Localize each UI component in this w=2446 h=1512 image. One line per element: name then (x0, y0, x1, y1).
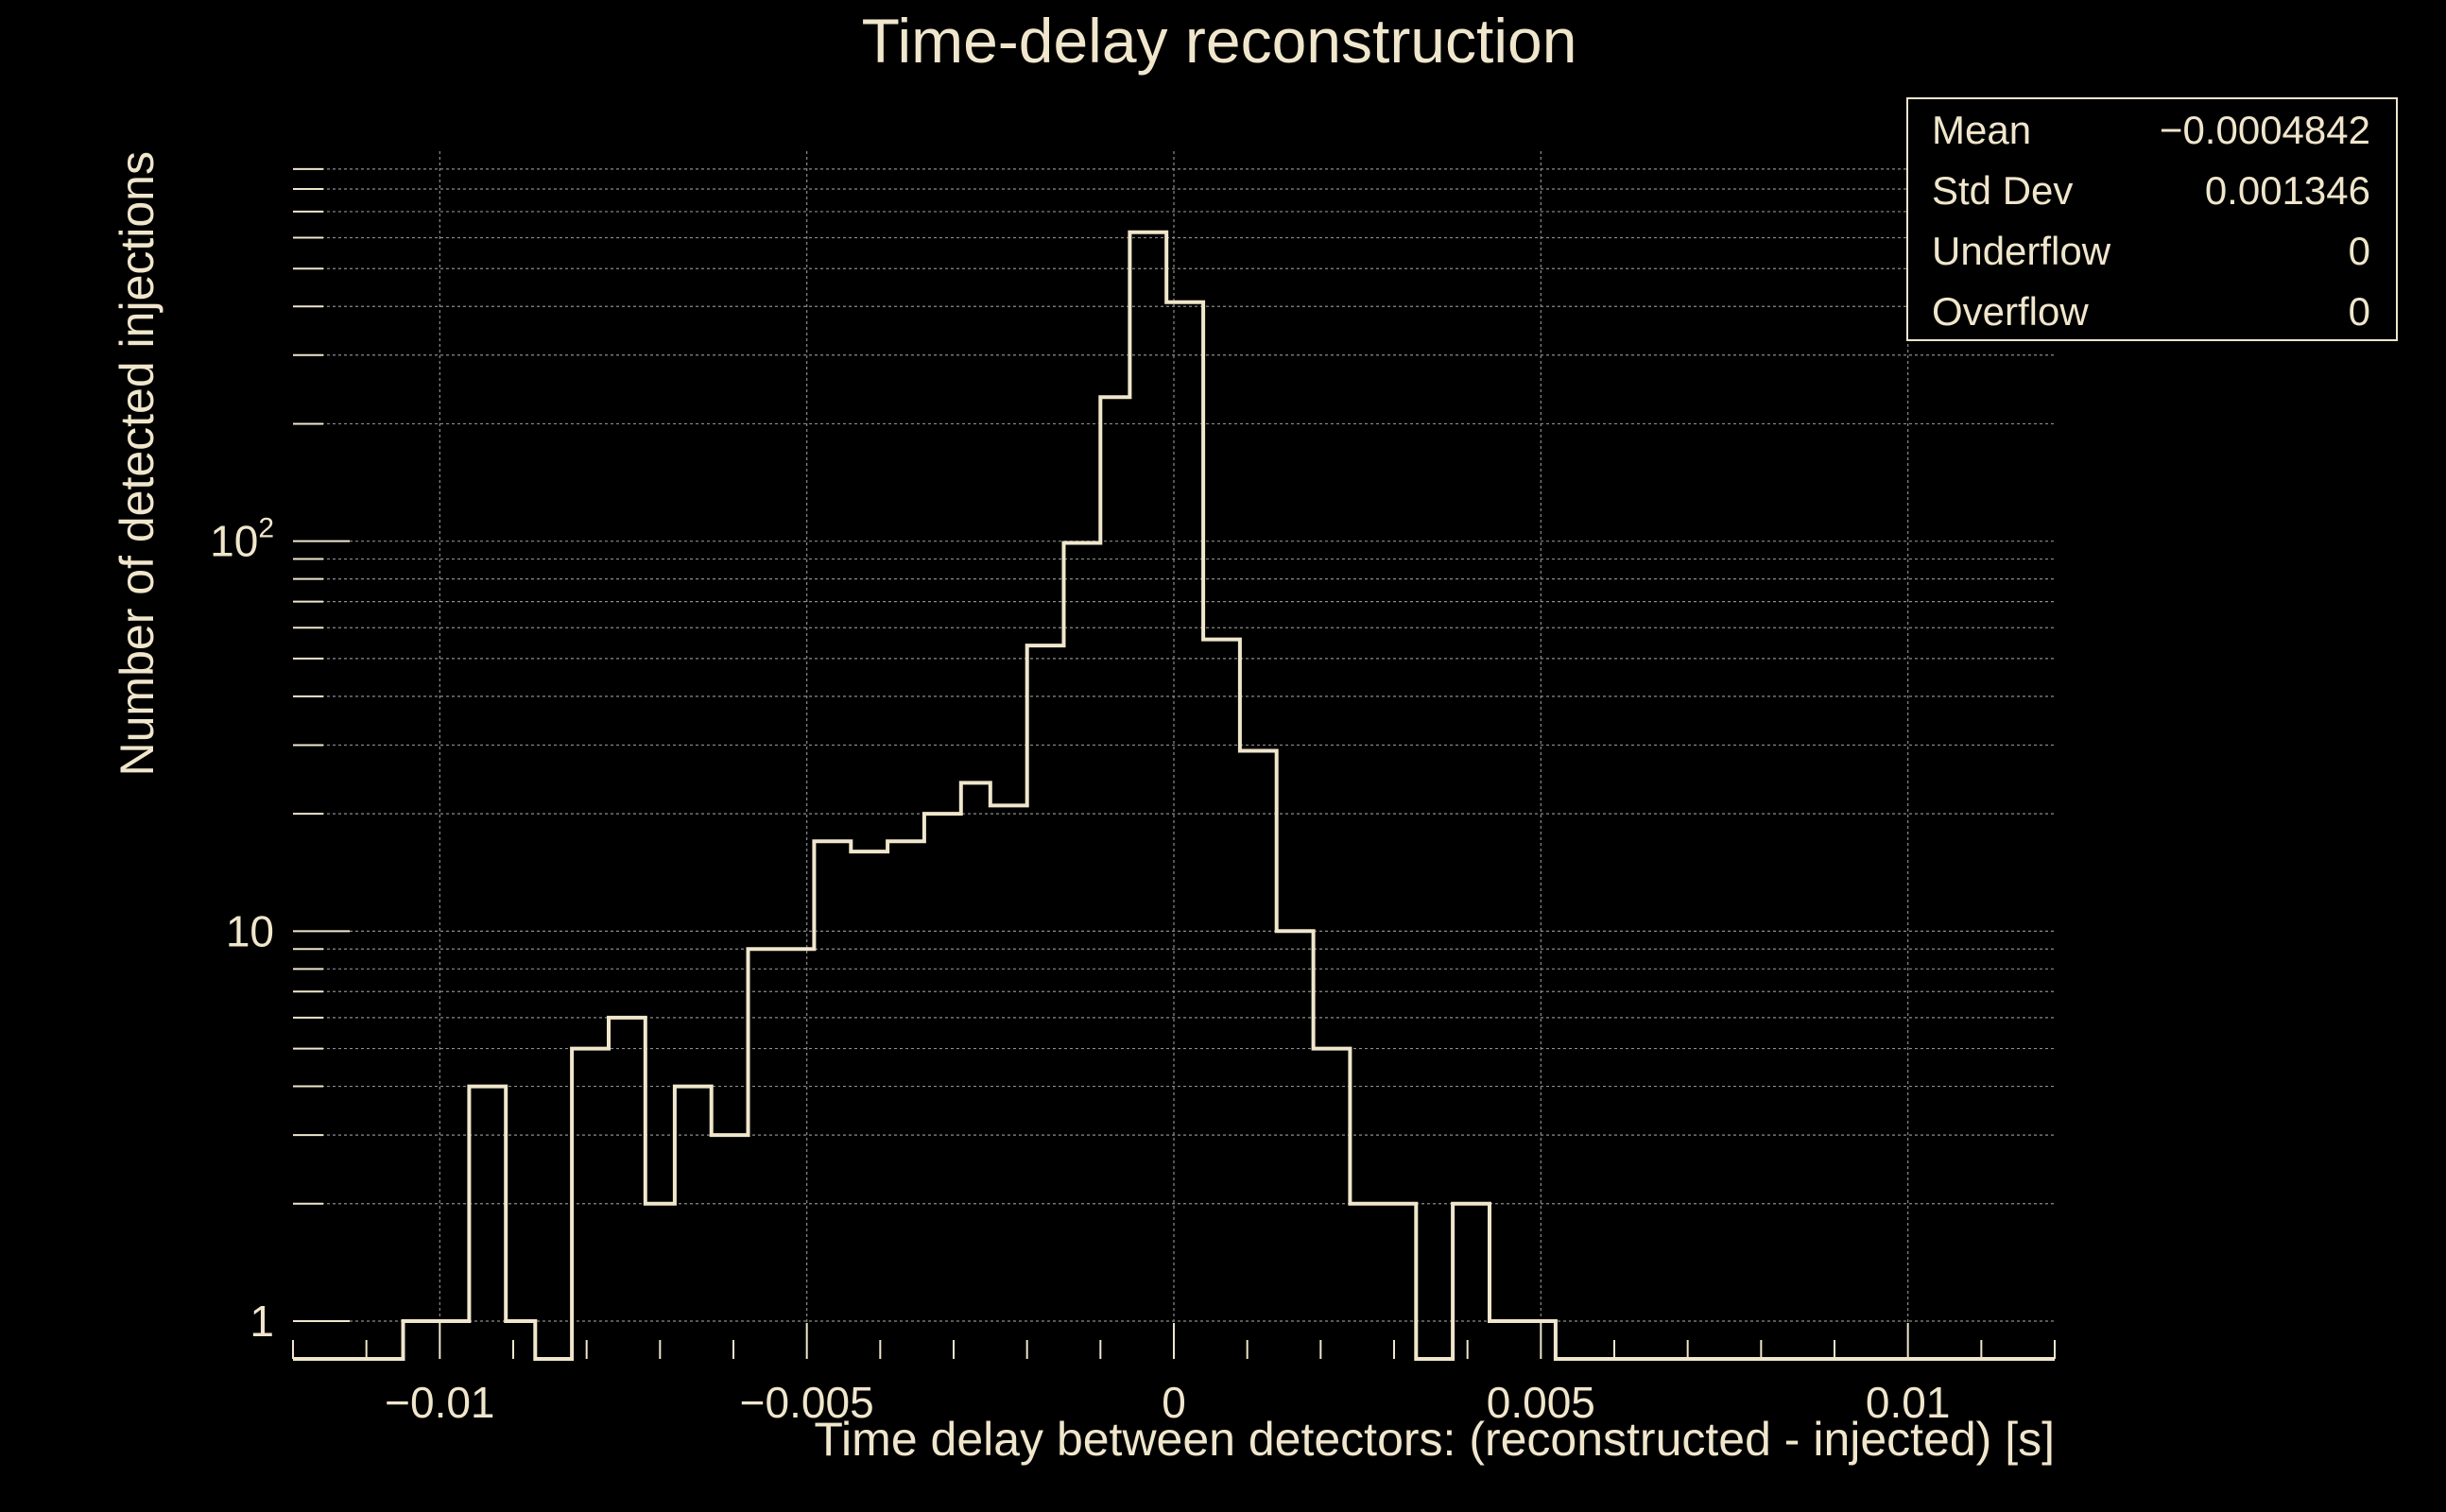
y-tick-label: 1 (250, 1297, 274, 1346)
y-tick-label: 102 (210, 513, 274, 566)
stats-label: Underflow (1932, 229, 2111, 273)
histogram-outline (293, 230, 2055, 1361)
x-tick-label: 0.01 (1866, 1378, 1951, 1427)
axis-ticks (292, 167, 2056, 1359)
stats-label: Std Dev (1932, 168, 2073, 213)
x-tick-label: 0 (1162, 1378, 1186, 1427)
stats-value: 0 (2349, 229, 2370, 273)
grid-lines (293, 151, 2055, 1359)
y-axis-label: Number of detected injections (111, 151, 164, 776)
tick-labels: −0.01 −0.005 0 0.005 0.01 1 10 102 (210, 513, 1950, 1427)
x-tick-label: 0.005 (1487, 1378, 1595, 1427)
chart-title: Time-delay reconstruction (862, 6, 1577, 76)
x-axis-label: Time delay between detectors: (reconstru… (814, 1413, 2055, 1466)
x-tick-label: −0.005 (740, 1378, 874, 1427)
stats-box-frame (1906, 97, 2398, 341)
stats-value: 0 (2349, 289, 2370, 334)
stats-label: Mean (1932, 108, 2031, 152)
stats-value: −0.0004842 (2160, 108, 2370, 152)
stats-value: 0.001346 (2205, 168, 2370, 213)
y-tick-label: 10 (226, 906, 274, 955)
x-tick-label: −0.01 (385, 1378, 494, 1427)
stats-box: Mean −0.0004842 Std Dev 0.001346 Underflow 0 O… (1906, 97, 2398, 341)
stats-label: Overflow (1932, 289, 2089, 334)
